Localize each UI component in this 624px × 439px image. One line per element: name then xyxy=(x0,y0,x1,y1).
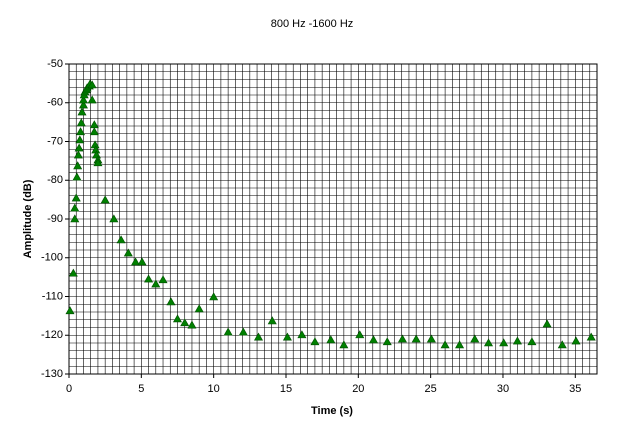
y-tick-label: -130 xyxy=(41,368,63,380)
point xyxy=(116,235,126,244)
point xyxy=(411,334,421,343)
point xyxy=(78,95,88,104)
point xyxy=(297,330,307,339)
point xyxy=(397,334,407,343)
x-tick-label: 35 xyxy=(569,383,581,395)
x-tick-label: 20 xyxy=(352,383,364,395)
point xyxy=(151,279,161,288)
point xyxy=(238,327,248,336)
point xyxy=(571,336,581,345)
point xyxy=(187,320,197,329)
x-tick-label: 5 xyxy=(138,383,144,395)
chart-title: 800 Hz -1600 Hz xyxy=(271,18,354,30)
point xyxy=(382,337,392,346)
point xyxy=(282,332,292,341)
point xyxy=(166,297,176,306)
point xyxy=(180,318,190,327)
y-tick-label: -100 xyxy=(41,252,63,264)
y-axis-label: Amplitude (dB) xyxy=(22,179,34,258)
point xyxy=(527,337,537,346)
point xyxy=(100,195,110,204)
x-tick-label: 25 xyxy=(425,383,437,395)
y-tick-label: -120 xyxy=(41,329,63,341)
point xyxy=(253,332,264,341)
y-tick-label: -90 xyxy=(47,213,63,225)
point xyxy=(440,340,450,349)
point xyxy=(339,340,349,349)
y-tick-label: -70 xyxy=(47,135,63,147)
point xyxy=(586,332,596,341)
point xyxy=(65,306,75,315)
point xyxy=(73,150,83,159)
point xyxy=(326,335,336,344)
x-tick-label: 30 xyxy=(497,383,509,395)
y-tick-label: -80 xyxy=(47,174,63,186)
point xyxy=(310,337,320,346)
point xyxy=(76,118,86,127)
point xyxy=(76,127,86,136)
point xyxy=(74,143,84,152)
point xyxy=(267,316,277,325)
point xyxy=(123,248,133,257)
point xyxy=(483,338,494,347)
point xyxy=(70,214,80,223)
point xyxy=(70,203,80,212)
point xyxy=(144,274,154,283)
y-tick-label: -60 xyxy=(47,97,63,109)
y-tick-label: -110 xyxy=(42,290,63,302)
point xyxy=(172,314,183,323)
point xyxy=(109,214,119,223)
point xyxy=(89,120,99,129)
x-tick-label: 10 xyxy=(208,383,220,395)
x-tick-label: 0 xyxy=(66,383,72,395)
point xyxy=(499,338,509,347)
point xyxy=(89,127,99,136)
point xyxy=(131,257,141,266)
point xyxy=(368,335,379,344)
point xyxy=(75,135,85,144)
point xyxy=(71,193,81,202)
y-tick-label: -50 xyxy=(47,58,63,70)
point xyxy=(455,340,465,349)
x-tick-label: 15 xyxy=(280,383,292,395)
point xyxy=(355,330,365,339)
point xyxy=(470,334,480,343)
point xyxy=(542,319,552,328)
point xyxy=(426,334,436,343)
point xyxy=(77,107,87,116)
point xyxy=(87,95,97,104)
point xyxy=(223,327,233,336)
point xyxy=(73,161,83,170)
point xyxy=(158,275,168,284)
point xyxy=(87,80,97,89)
point xyxy=(72,172,82,181)
point xyxy=(137,257,147,266)
point xyxy=(557,340,567,349)
point xyxy=(68,268,78,277)
point xyxy=(209,292,219,301)
x-axis-label: Time (s) xyxy=(311,405,353,417)
point xyxy=(512,336,522,345)
point xyxy=(78,100,88,109)
point xyxy=(194,304,204,313)
point xyxy=(93,158,103,167)
